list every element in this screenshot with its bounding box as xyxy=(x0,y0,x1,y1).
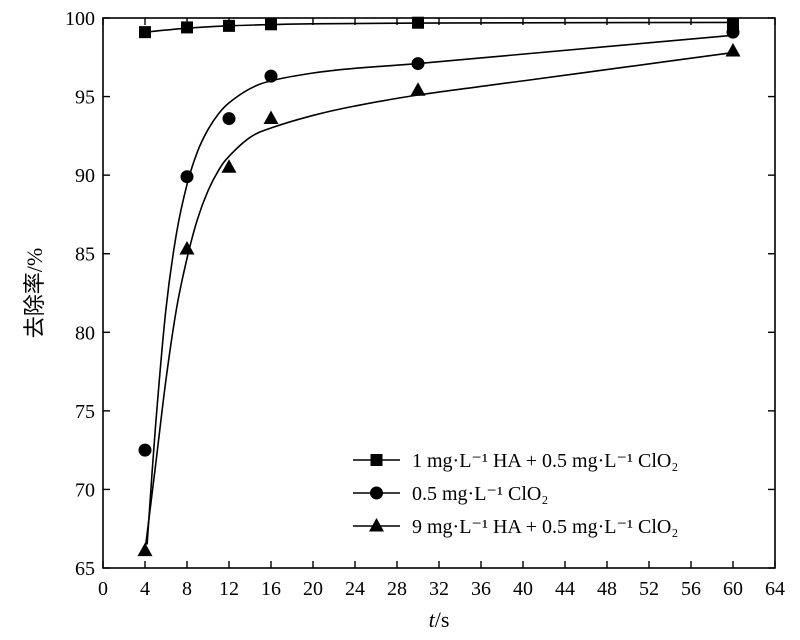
data-point-triangle xyxy=(725,42,741,57)
x-tick-label: 4 xyxy=(140,578,150,600)
x-tick-label: 28 xyxy=(387,578,407,600)
y-axis-title: 去除率/% xyxy=(22,248,47,338)
legend-marker-circle xyxy=(370,486,383,500)
y-tick-label: 85 xyxy=(75,244,95,266)
data-point-circle xyxy=(264,69,278,83)
data-point-circle xyxy=(222,112,236,126)
data-point-circle xyxy=(180,170,194,184)
x-axis-title-unit: /s xyxy=(435,607,450,632)
y-tick-label: 100 xyxy=(65,8,95,30)
x-axis-title: t/s xyxy=(429,607,450,632)
x-tick-label: 60 xyxy=(723,578,743,600)
data-point-circle xyxy=(411,57,425,71)
data-point-triangle xyxy=(221,159,237,173)
x-tick-label: 64 xyxy=(765,578,785,600)
series-markers xyxy=(137,16,741,557)
series-curve-1 xyxy=(144,21,734,33)
data-point-square xyxy=(223,19,235,32)
legend: 1 mg·L⁻¹ HA + 0.5 mg·L⁻¹ ClO₂ 0.5 mg·L⁻¹ … xyxy=(353,450,678,538)
data-point-circle xyxy=(726,25,740,39)
data-point-square xyxy=(139,26,151,39)
y-tick-label: 80 xyxy=(75,322,95,344)
legend-marker-square xyxy=(370,454,383,466)
legend-label: 1 mg·L⁻¹ HA + 0.5 mg·L⁻¹ ClO₂ xyxy=(412,450,678,472)
data-point-triangle xyxy=(137,542,153,557)
data-point-triangle xyxy=(410,82,426,96)
y-tick-label: 70 xyxy=(75,479,95,501)
x-tick-label: 8 xyxy=(182,578,192,600)
x-tick-label: 0 xyxy=(98,578,108,600)
data-point-triangle xyxy=(179,240,195,255)
y-tick-label: 65 xyxy=(75,558,95,580)
data-point-square xyxy=(265,18,277,31)
data-point-square xyxy=(181,21,193,34)
legend-label: 0.5 mg·L⁻¹ ClO₂ xyxy=(412,483,548,505)
x-tick-label: 52 xyxy=(639,578,659,600)
data-point-triangle xyxy=(263,110,279,125)
series-curves xyxy=(144,21,734,551)
x-tick-label: 56 xyxy=(681,578,701,600)
legend-label: 9 mg·L⁻¹ HA + 0.5 mg·L⁻¹ ClO₂ xyxy=(412,516,678,538)
x-tick-label: 24 xyxy=(345,578,365,600)
series-curve-2 xyxy=(146,34,734,545)
legend-marker-triangle xyxy=(369,517,384,532)
x-axis-title-variable: t xyxy=(429,607,436,632)
data-point-square xyxy=(412,16,424,29)
x-tick-label: 40 xyxy=(513,578,533,600)
x-tick-label: 16 xyxy=(261,578,281,600)
y-tick-label: 75 xyxy=(75,401,95,423)
axes: 0 4 8 12 16 20 24 28 32 36 40 44 48 52 56 60 64657075808… xyxy=(65,8,785,600)
data-point-circle xyxy=(138,443,152,457)
y-tick-label: 90 xyxy=(75,165,95,187)
series-curve-3 xyxy=(144,51,734,551)
x-tick-label: 44 xyxy=(555,578,575,600)
x-tick-label: 32 xyxy=(429,578,449,600)
y-tick-label: 95 xyxy=(75,87,95,109)
x-tick-label: 20 xyxy=(303,578,323,600)
x-tick-label: 48 xyxy=(597,578,617,600)
x-tick-label: 12 xyxy=(219,578,239,600)
x-tick-label: 36 xyxy=(471,578,491,600)
